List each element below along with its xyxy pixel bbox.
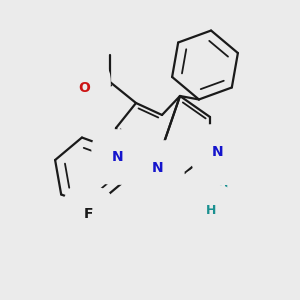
Text: N: N <box>201 189 213 203</box>
Text: N: N <box>212 145 224 159</box>
Text: H: H <box>206 203 216 217</box>
Text: H: H <box>218 184 228 197</box>
Text: O: O <box>78 81 90 95</box>
Text: N: N <box>112 150 124 164</box>
Text: N: N <box>152 161 164 175</box>
Text: F: F <box>83 208 93 221</box>
